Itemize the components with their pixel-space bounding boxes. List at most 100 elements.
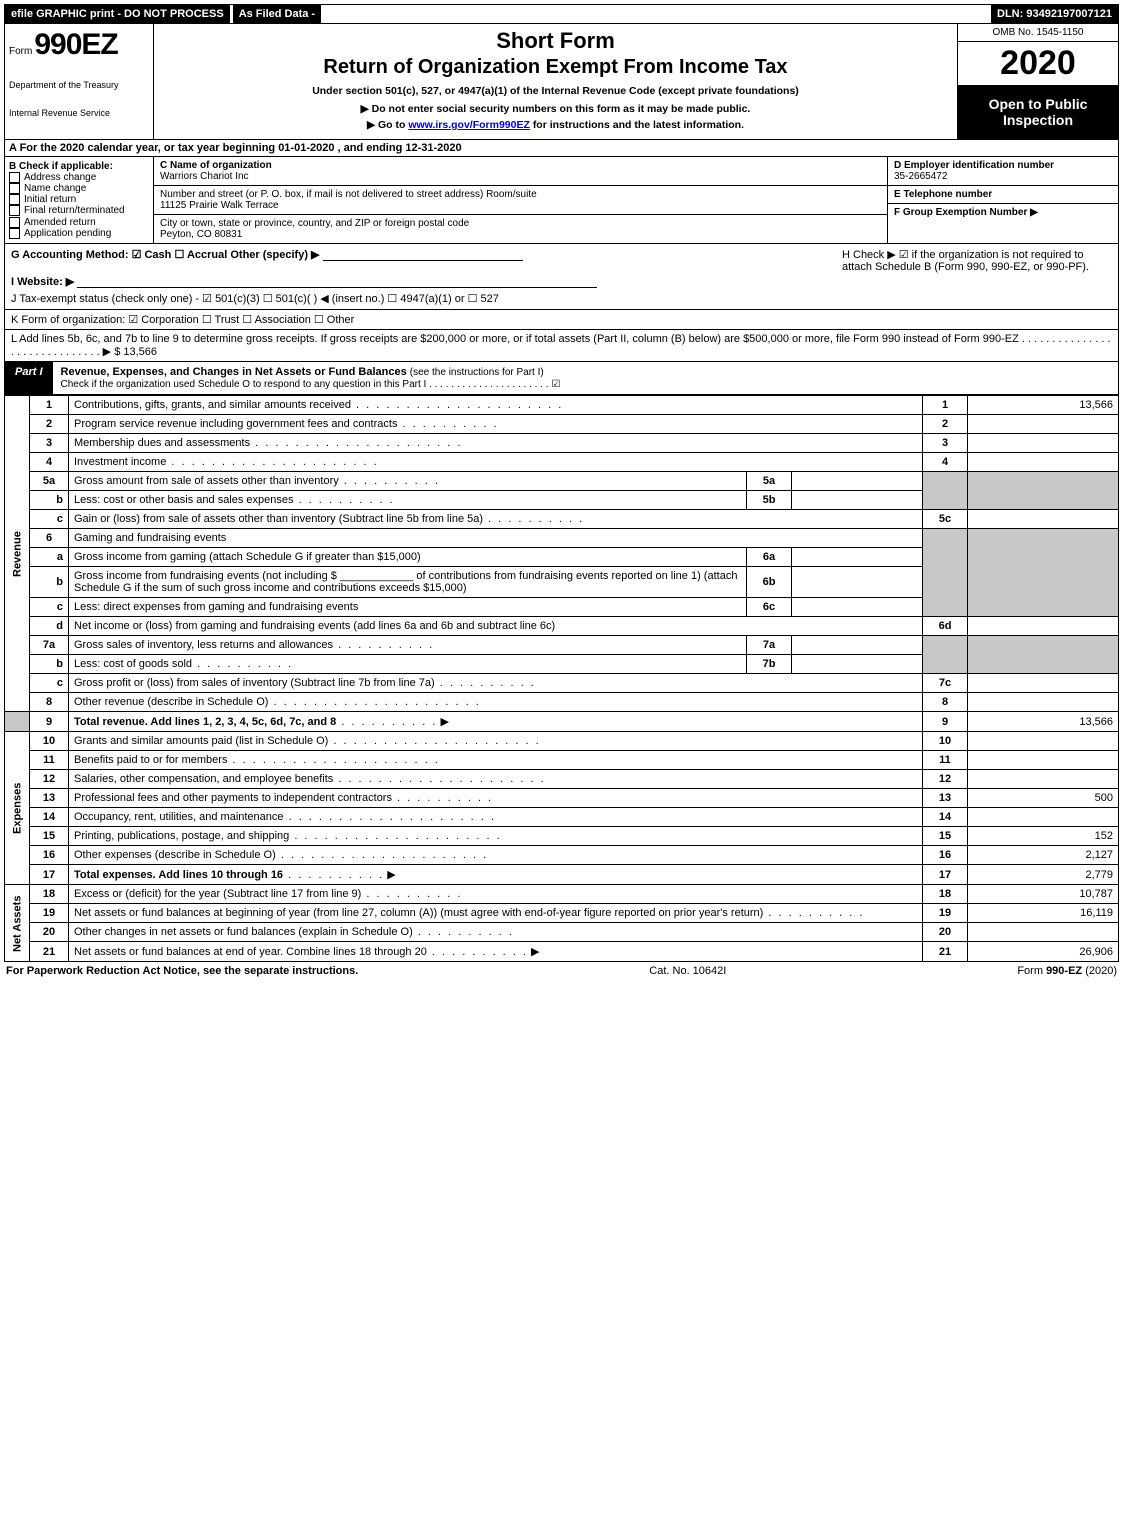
- form-title: Return of Organization Exempt From Incom…: [162, 56, 949, 79]
- part1-check-line: Check if the organization used Schedule …: [61, 379, 561, 390]
- page-footer: For Paperwork Reduction Act Notice, see …: [4, 962, 1119, 980]
- side-expenses: Expenses: [5, 732, 30, 885]
- lbl-addr: Number and street (or P. O. box, if mail…: [160, 189, 881, 200]
- row-21: 21 Net assets or fund balances at end of…: [5, 942, 1119, 962]
- part1-title-sub: (see the instructions for Part I): [410, 367, 544, 378]
- row-6d: d Net income or (loss) from gaming and f…: [5, 617, 1119, 636]
- box-c-addr: Number and street (or P. O. box, if mail…: [154, 186, 887, 215]
- goto-pre: ▶ Go to: [367, 119, 408, 131]
- box-b: B Check if applicable: Address change Na…: [5, 157, 154, 243]
- row-15: 15 Printing, publications, postage, and …: [5, 827, 1119, 846]
- row-14: 14 Occupancy, rent, utilities, and maint…: [5, 808, 1119, 827]
- chk-application-pending[interactable]: Application pending: [9, 228, 149, 239]
- header-left: Form 990EZ Department of the Treasury In…: [5, 24, 154, 139]
- line-a: A For the 2020 calendar year, or tax yea…: [4, 140, 1119, 157]
- org-city: Peyton, CO 80831: [160, 229, 881, 240]
- side-netassets: Net Assets: [5, 885, 30, 962]
- short-form-label: Short Form: [162, 28, 949, 54]
- line-j-text: J Tax-exempt status (check only one) - ☑…: [11, 292, 830, 305]
- org-name: Warriors Chariot Inc: [160, 171, 881, 182]
- row-gh: G Accounting Method: ☑ Cash ☐ Accrual Ot…: [4, 244, 1119, 310]
- row-3: 3 Membership dues and assessments 3: [5, 434, 1119, 453]
- side-revenue: Revenue: [5, 396, 30, 712]
- notice-ssn: ▶ Do not enter social security numbers o…: [162, 103, 949, 115]
- row-9: 9 Total revenue. Add lines 1, 2, 3, 4, 5…: [5, 712, 1119, 732]
- lbl-ein: D Employer identification number: [894, 160, 1112, 171]
- footer-mid: Cat. No. 10642I: [649, 965, 726, 977]
- line-g-blank: [323, 249, 523, 261]
- part1-title: Revenue, Expenses, and Changes in Net As…: [53, 362, 1118, 394]
- lbl-org-name: C Name of organization: [160, 160, 881, 171]
- chk-initial-return[interactable]: Initial return: [9, 194, 149, 205]
- row-20: 20 Other changes in net assets or fund b…: [5, 923, 1119, 942]
- box-def: D Employer identification number 35-2665…: [888, 157, 1118, 243]
- header-center: Short Form Return of Organization Exempt…: [154, 24, 957, 139]
- row-13: 13 Professional fees and other payments …: [5, 789, 1119, 808]
- lbl-group-exemption: F Group Exemption Number ▶: [894, 207, 1038, 218]
- chk-address-change[interactable]: Address change: [9, 172, 149, 183]
- box-f: F Group Exemption Number ▶: [888, 204, 1118, 221]
- form-number: Form 990EZ: [9, 28, 149, 62]
- row-10: Expenses 10 Grants and similar amounts p…: [5, 732, 1119, 751]
- tax-year: 2020: [958, 42, 1118, 85]
- dept-irs: Internal Revenue Service: [9, 108, 149, 118]
- box-e: E Telephone number: [888, 186, 1118, 204]
- notice-goto: ▶ Go to www.irs.gov/Form990EZ for instru…: [162, 119, 949, 131]
- chk-amended-return[interactable]: Amended return: [9, 217, 149, 228]
- topbar-gap: [321, 5, 991, 23]
- footer-left: For Paperwork Reduction Act Notice, see …: [6, 965, 358, 977]
- form-word: Form: [9, 46, 32, 57]
- row-5c: c Gain or (loss) from sale of assets oth…: [5, 510, 1119, 529]
- row-7c: c Gross profit or (loss) from sales of i…: [5, 674, 1119, 693]
- line-i-blank: [77, 276, 597, 288]
- dept-treasury: Department of the Treasury: [9, 80, 149, 90]
- row-5a: 5a Gross amount from sale of assets othe…: [5, 472, 1119, 491]
- line-g-text: G Accounting Method: ☑ Cash ☐ Accrual Ot…: [11, 249, 320, 261]
- line-l: L Add lines 5b, 6c, and 7b to line 9 to …: [4, 330, 1119, 362]
- part1-header: Part I Revenue, Expenses, and Changes in…: [4, 362, 1119, 395]
- topbar-dln: DLN: 93492197007121: [991, 5, 1118, 23]
- box-d: D Employer identification number 35-2665…: [888, 157, 1118, 186]
- row-11: 11 Benefits paid to or for members 11: [5, 751, 1119, 770]
- row-16: 16 Other expenses (describe in Schedule …: [5, 846, 1119, 865]
- ein-value: 35-2665472: [894, 171, 1112, 182]
- row-2: 2 Program service revenue including gove…: [5, 415, 1119, 434]
- row-7a: 7a Gross sales of inventory, less return…: [5, 636, 1119, 655]
- form-990ez: 990EZ: [34, 28, 117, 62]
- topbar-mid: As Filed Data -: [230, 5, 321, 23]
- part1-label: Part I: [5, 362, 53, 394]
- header-right: OMB No. 1545-1150 2020 Open to Public In…: [957, 24, 1118, 139]
- footer-right: Form 990-EZ (2020): [1017, 965, 1117, 977]
- row-19: 19 Net assets or fund balances at beginn…: [5, 904, 1119, 923]
- goto-post: for instructions and the latest informat…: [533, 119, 744, 131]
- omb-number: OMB No. 1545-1150: [958, 24, 1118, 42]
- row-6: 6 Gaming and fundraising events: [5, 529, 1119, 548]
- chk-name-change[interactable]: Name change: [9, 183, 149, 194]
- chk-final-return[interactable]: Final return/terminated: [9, 205, 149, 216]
- line-g: G Accounting Method: ☑ Cash ☐ Accrual Ot…: [5, 244, 836, 309]
- row-18: Net Assets 18 Excess or (deficit) for th…: [5, 885, 1119, 904]
- efile-topbar: efile GRAPHIC print - DO NOT PROCESS As …: [4, 4, 1119, 24]
- form-header: Form 990EZ Department of the Treasury In…: [4, 24, 1119, 140]
- box-c-city: City or town, state or province, country…: [154, 215, 887, 243]
- line-i-text: I Website: ▶: [11, 276, 74, 288]
- open-public-box: Open to Public Inspection: [958, 85, 1118, 139]
- open-public-1: Open to Public: [960, 96, 1116, 112]
- form-subtitle: Under section 501(c), 527, or 4947(a)(1)…: [162, 85, 949, 97]
- row-1: Revenue 1 Contributions, gifts, grants, …: [5, 396, 1119, 415]
- irs-link[interactable]: www.irs.gov/Form990EZ: [408, 119, 530, 131]
- box-c-name: C Name of organization Warriors Chariot …: [154, 157, 887, 186]
- box-c: C Name of organization Warriors Chariot …: [154, 157, 888, 243]
- row-8: 8 Other revenue (describe in Schedule O)…: [5, 693, 1119, 712]
- row-12: 12 Salaries, other compensation, and emp…: [5, 770, 1119, 789]
- line-k: K Form of organization: ☑ Corporation ☐ …: [4, 310, 1119, 330]
- lbl-city: City or town, state or province, country…: [160, 218, 881, 229]
- org-addr: 11125 Prairie Walk Terrace: [160, 200, 881, 211]
- line-h: H Check ▶ ☑ if the organization is not r…: [836, 244, 1118, 309]
- part1-table: Revenue 1 Contributions, gifts, grants, …: [4, 395, 1119, 962]
- topbar-left: efile GRAPHIC print - DO NOT PROCESS: [5, 5, 230, 23]
- open-public-2: Inspection: [960, 112, 1116, 128]
- section-bcdef: B Check if applicable: Address change Na…: [4, 157, 1119, 244]
- box-b-hdr: B Check if applicable:: [9, 161, 149, 172]
- part1-title-main: Revenue, Expenses, and Changes in Net As…: [61, 366, 407, 378]
